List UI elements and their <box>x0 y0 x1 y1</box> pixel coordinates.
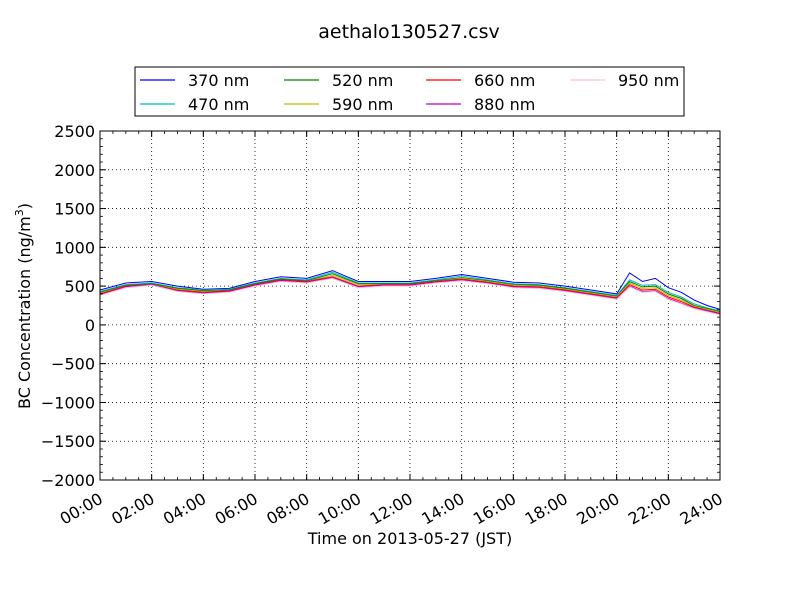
legend-frame <box>134 66 685 117</box>
y-tick-label: 2000 <box>54 161 95 180</box>
series-line-1 <box>99 271 721 312</box>
series-line-5 <box>99 277 721 315</box>
x-tick-label: 08:00 <box>263 489 312 529</box>
legend-label: 590 nm <box>332 95 393 114</box>
series-line-2 <box>99 273 721 313</box>
x-tick-label: 00:00 <box>57 489 106 529</box>
y-tick-label: 1000 <box>54 238 95 257</box>
legend-label: 880 nm <box>474 95 535 114</box>
y-tick-label: 0 <box>85 316 95 335</box>
y-axis-title: BC Concentration (ng/m3) <box>13 203 34 409</box>
x-tick-labels: 00:00 02:00 04:00 06:00 08:00 10:00 12:00 14:00… <box>57 489 726 529</box>
legend-label: 950 nm <box>618 71 679 90</box>
y-axis-title-end: ) <box>15 203 34 209</box>
y-tick-label: 1500 <box>54 200 95 219</box>
x-tick-label: 12:00 <box>367 489 416 529</box>
legend: 370 nm 470 nm 520 nm 590 nm 660 nm 880 nm 950 … <box>134 66 685 117</box>
axis-ticks <box>99 130 721 481</box>
y-tick-label: −2000 <box>41 471 95 490</box>
legend-label: 370 nm <box>188 71 249 90</box>
y-tick-label: −1500 <box>41 432 95 451</box>
y-tick-label: 500 <box>64 277 95 296</box>
x-tick-label: 24:00 <box>677 489 726 529</box>
x-tick-label: 02:00 <box>108 489 157 529</box>
y-tick-label: −1000 <box>41 393 95 412</box>
x-tick-label: 10:00 <box>315 489 364 529</box>
y-tick-label: −500 <box>51 355 95 374</box>
legend-label: 470 nm <box>188 95 249 114</box>
legend-label: 520 nm <box>332 71 393 90</box>
y-tick-labels: −2000 −1500 −1000 −500 0 500 1000 1500 2000 2500 <box>41 122 95 490</box>
x-tick-label: 18:00 <box>522 489 571 529</box>
series-line-4 <box>99 276 721 314</box>
series-line-0 <box>99 270 721 310</box>
x-tick-label: 14:00 <box>418 489 467 529</box>
x-axis-title: Time on 2013-05-27 (JST) <box>307 529 512 548</box>
legend-label: 660 nm <box>474 71 535 90</box>
x-tick-label: 06:00 <box>212 489 261 529</box>
grid <box>99 130 721 481</box>
x-tick-label: 22:00 <box>625 489 674 529</box>
x-tick-label: 04:00 <box>160 489 209 529</box>
x-tick-label: 20:00 <box>573 489 622 529</box>
chart-title: aethalo130527.csv <box>318 21 500 43</box>
y-axis-title-main: BC Concentration (ng/m <box>15 216 34 409</box>
y-axis-title-sup: 3 <box>13 209 26 216</box>
series-line-6 <box>99 277 721 316</box>
plot-area <box>99 270 721 316</box>
x-tick-label: 16:00 <box>470 489 519 529</box>
y-tick-label: 2500 <box>54 122 95 141</box>
series-line-3 <box>99 274 721 313</box>
